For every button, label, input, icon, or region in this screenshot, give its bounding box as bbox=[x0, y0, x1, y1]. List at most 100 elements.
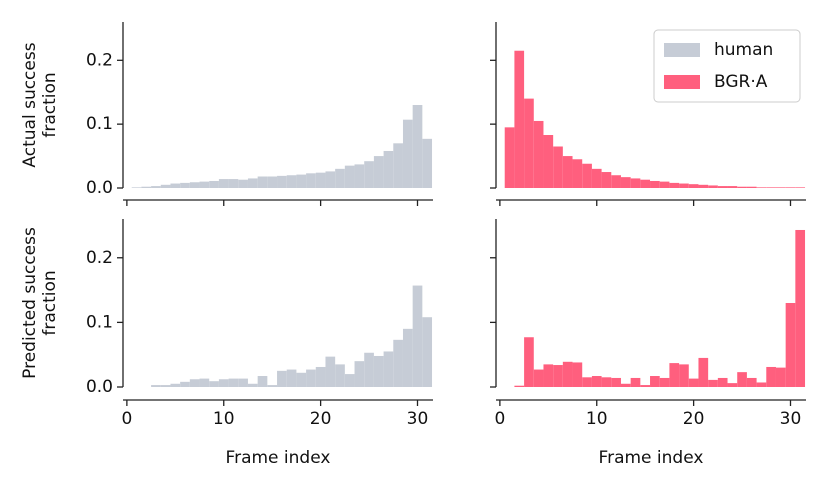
bar bbox=[354, 361, 365, 387]
bar bbox=[257, 176, 268, 188]
bar bbox=[640, 385, 651, 387]
y-tick-label: 0.0 bbox=[86, 377, 113, 397]
bar bbox=[151, 385, 161, 387]
bar bbox=[669, 182, 680, 188]
bar bbox=[267, 385, 278, 387]
bar bbox=[775, 187, 786, 188]
x-tick-label: 0 bbox=[121, 409, 132, 429]
x-tick-label: 0 bbox=[494, 409, 505, 429]
bar bbox=[737, 186, 747, 188]
bar bbox=[679, 364, 689, 387]
bar bbox=[524, 337, 534, 387]
x-tick-label: 30 bbox=[780, 409, 802, 429]
bar bbox=[504, 127, 515, 188]
bar bbox=[160, 385, 171, 387]
bar bbox=[601, 377, 612, 387]
y-axis-label: fraction bbox=[40, 72, 60, 137]
bar bbox=[209, 381, 219, 387]
bar bbox=[228, 179, 239, 188]
bar bbox=[141, 186, 152, 188]
bar bbox=[267, 176, 278, 188]
x-tick-label: 20 bbox=[310, 409, 332, 429]
x-tick-label: 30 bbox=[407, 409, 429, 429]
y-tick-label: 0.2 bbox=[86, 50, 113, 70]
bar bbox=[688, 378, 699, 387]
bar bbox=[151, 186, 161, 188]
bar bbox=[373, 156, 384, 188]
bar bbox=[727, 186, 738, 188]
bar bbox=[717, 377, 728, 387]
bar bbox=[620, 383, 631, 387]
bar bbox=[727, 383, 738, 387]
bar bbox=[199, 378, 210, 387]
bar bbox=[591, 376, 602, 387]
bar bbox=[553, 365, 563, 387]
bar bbox=[277, 370, 287, 387]
bar bbox=[582, 377, 592, 387]
bar bbox=[708, 379, 718, 387]
bar bbox=[756, 382, 767, 387]
bar bbox=[533, 120, 544, 188]
bar bbox=[393, 143, 403, 188]
bar bbox=[422, 317, 433, 387]
bar bbox=[766, 366, 776, 387]
bar bbox=[412, 105, 423, 188]
bar bbox=[572, 159, 583, 188]
bar bbox=[795, 229, 806, 387]
legend-label: BGR·A bbox=[714, 72, 768, 92]
bar bbox=[247, 178, 258, 188]
bar bbox=[591, 168, 602, 188]
bar bbox=[572, 362, 583, 387]
bar bbox=[315, 172, 326, 188]
bar bbox=[553, 146, 563, 188]
bar bbox=[717, 186, 728, 188]
bar bbox=[669, 363, 680, 387]
bar bbox=[737, 372, 747, 387]
bar bbox=[698, 184, 709, 188]
bar bbox=[160, 184, 171, 188]
bar bbox=[746, 186, 757, 188]
bar bbox=[393, 339, 403, 387]
bar bbox=[131, 187, 142, 188]
bar bbox=[383, 150, 394, 188]
bar bbox=[698, 357, 709, 387]
bar bbox=[170, 383, 181, 387]
bar bbox=[218, 179, 229, 188]
x-axis-label: Frame index bbox=[226, 448, 331, 468]
bar bbox=[543, 135, 554, 188]
bar bbox=[708, 185, 718, 188]
bar bbox=[514, 385, 525, 387]
bar bbox=[766, 187, 776, 188]
x-axis-label: Frame index bbox=[599, 448, 704, 468]
x-tick-label: 10 bbox=[586, 409, 608, 429]
bar bbox=[533, 369, 544, 387]
bar bbox=[238, 179, 248, 188]
bar bbox=[611, 377, 621, 387]
bar bbox=[296, 174, 307, 188]
bar bbox=[659, 377, 670, 387]
bar bbox=[650, 180, 660, 188]
bar bbox=[180, 381, 190, 387]
bar bbox=[514, 50, 525, 188]
bar bbox=[286, 175, 297, 188]
bar bbox=[562, 156, 573, 188]
bar bbox=[335, 168, 345, 188]
bar bbox=[344, 374, 355, 387]
bar bbox=[785, 187, 796, 188]
x-tick-label: 10 bbox=[213, 409, 235, 429]
bar bbox=[364, 161, 374, 188]
bar bbox=[199, 181, 210, 188]
bar bbox=[412, 285, 423, 387]
bar bbox=[189, 379, 200, 387]
bar bbox=[640, 179, 651, 188]
bar bbox=[286, 369, 297, 387]
bar bbox=[277, 175, 287, 188]
bar bbox=[238, 378, 248, 387]
bar bbox=[402, 119, 413, 188]
bar bbox=[306, 173, 316, 188]
bar bbox=[257, 376, 268, 387]
x-tick-label: 20 bbox=[683, 409, 705, 429]
bar bbox=[228, 378, 239, 387]
bar bbox=[775, 367, 786, 387]
